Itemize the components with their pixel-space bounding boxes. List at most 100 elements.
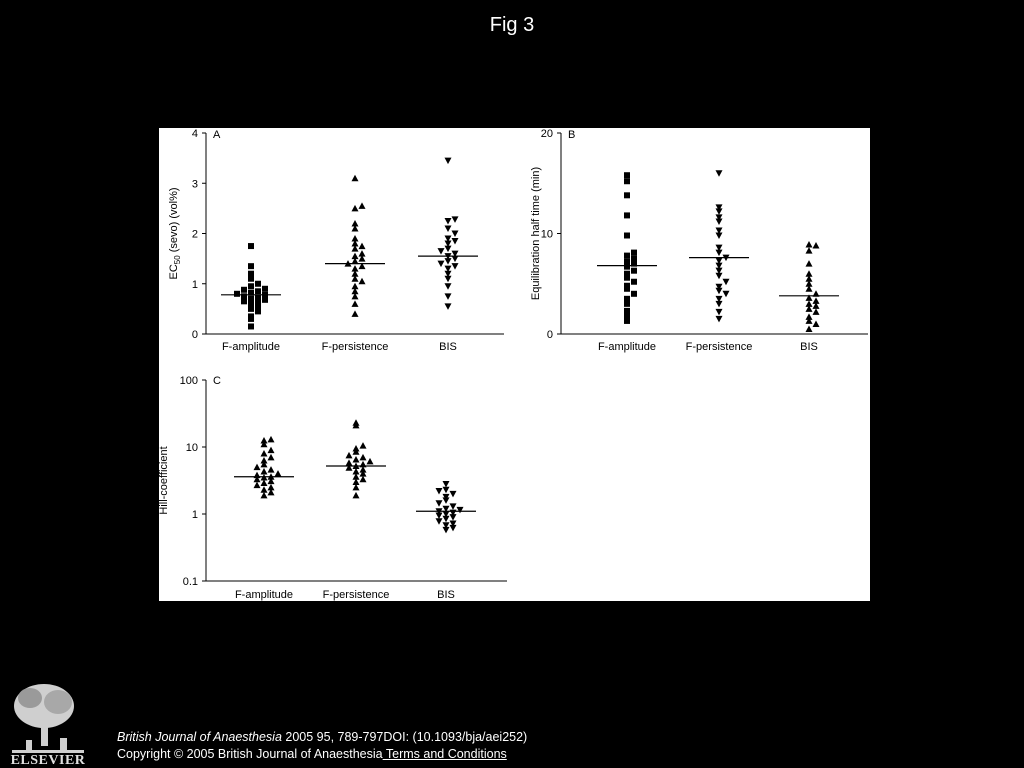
data-point: [351, 287, 359, 295]
data-point: [358, 242, 366, 250]
y-axis-label: EC50 (sevo) (vol%): [168, 187, 182, 279]
data-point: [715, 218, 723, 225]
x-category-label: F-amplitude: [235, 589, 293, 601]
data-point: [456, 506, 464, 514]
data-point: [805, 275, 813, 282]
data-point: [624, 252, 630, 259]
data-point: [351, 204, 359, 212]
data-point: [624, 258, 630, 265]
data-point: [631, 255, 637, 262]
data-point: [351, 300, 359, 307]
data-point: [358, 262, 366, 270]
citation-line: British Journal of Anaesthesia 2005 95, …: [117, 729, 527, 746]
data-point: [812, 297, 820, 304]
x-category-label: BIS: [437, 589, 455, 601]
data-point: [260, 491, 268, 499]
data-point: [805, 305, 813, 312]
data-point: [241, 298, 247, 305]
data-point: [435, 518, 443, 525]
data-point: [248, 243, 254, 250]
y-tick-label: 20: [541, 128, 553, 140]
data-point: [715, 170, 723, 177]
data-point: [715, 308, 723, 316]
data-point: [444, 303, 452, 310]
data-point: [274, 470, 282, 477]
data-point: [715, 315, 723, 323]
terms-link[interactable]: Terms and Conditions: [382, 747, 507, 761]
data-point: [812, 308, 820, 315]
data-point: [267, 466, 275, 473]
data-point: [624, 270, 630, 277]
x-category-label: BIS: [800, 341, 818, 353]
data-point: [444, 235, 452, 243]
data-point: [624, 282, 630, 289]
data-point: [715, 214, 723, 221]
data-point: [715, 249, 723, 257]
data-point: [351, 282, 359, 290]
data-point: [352, 473, 360, 480]
data-point: [451, 255, 459, 263]
data-point: [255, 299, 261, 306]
data-point: [248, 313, 254, 320]
data-point: [442, 481, 450, 488]
data-point: [248, 275, 254, 282]
panel-c: 0.1 1 10 100 Hill-coefficient C F-amplitude F-p…: [159, 375, 507, 601]
panel-letter: A: [213, 129, 221, 141]
data-point: [248, 263, 254, 270]
y-tick-label: 1: [192, 509, 198, 521]
journal-name: British Journal of Anaesthesia: [117, 730, 282, 744]
data-point: [624, 178, 630, 185]
data-point: [624, 317, 630, 324]
data-point: [715, 208, 723, 215]
data-point: [631, 290, 637, 297]
data-point: [351, 292, 359, 300]
data-point: [260, 437, 268, 444]
data-point: [358, 250, 366, 257]
data-point: [444, 240, 452, 248]
data-point: [812, 242, 820, 249]
y-tick-label: 100: [180, 375, 198, 387]
data-point: [715, 232, 723, 240]
data-point: [449, 520, 457, 528]
figure-panel: 0 1 2 3 4 EC50 (sevo) (vol%) A F-amplitude F-per…: [159, 128, 870, 601]
data-point: [451, 238, 459, 245]
data-point: [444, 283, 452, 290]
data-point: [624, 300, 630, 307]
data-point: [352, 456, 360, 463]
data-point: [444, 275, 452, 283]
data-point: [715, 204, 723, 211]
data-point: [624, 192, 630, 199]
data-point: [442, 526, 450, 534]
data-point: [449, 490, 457, 498]
tree-icon: [12, 684, 84, 753]
data-point: [451, 230, 459, 237]
data-point: [260, 449, 268, 457]
y-tick-label: 0: [192, 329, 198, 341]
y-tick-label: 3: [192, 178, 198, 190]
data-point: [805, 300, 813, 307]
data-point: [449, 524, 457, 532]
data-point: [715, 227, 723, 234]
data-point: [352, 491, 360, 499]
data-point: [449, 514, 457, 521]
data-point: [351, 245, 359, 252]
data-point: [451, 216, 459, 223]
data-point: [255, 308, 261, 315]
data-point: [435, 500, 443, 507]
data-point: [248, 283, 254, 290]
data-point: [359, 470, 367, 477]
y-tick-label: 2: [192, 229, 198, 241]
x-category-label: F-persistence: [322, 341, 389, 353]
y-axis-label: Hill-coefficient: [159, 446, 170, 514]
data-point: [260, 440, 268, 448]
data-point: [442, 486, 450, 494]
data-point: [444, 245, 452, 253]
data-point: [722, 290, 730, 298]
data-point: [248, 300, 254, 307]
data-point: [267, 483, 275, 491]
data-point: [805, 270, 813, 277]
data-point: [267, 435, 275, 443]
data-point: [624, 172, 630, 179]
data-point: [715, 272, 723, 280]
data-point: [805, 280, 813, 287]
